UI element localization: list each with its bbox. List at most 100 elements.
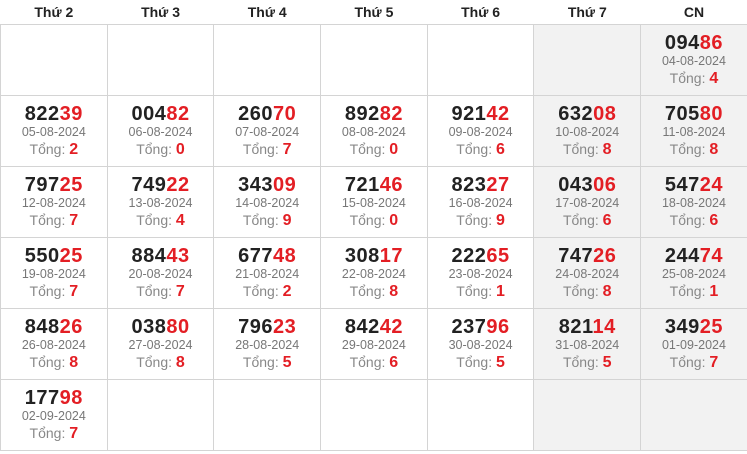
day-cell[interactable]: 03880 27-08-2024 Tổng: 8: [106, 308, 215, 380]
empty-day-cell: [213, 24, 322, 96]
day-cell[interactable]: 74922 13-08-2024 Tổng: 4: [106, 166, 215, 238]
digit-sum: Tổng: 8: [534, 140, 640, 159]
empty-day-cell: [106, 24, 215, 96]
digit-sum-label: Tổng:: [29, 354, 66, 370]
draw-date: 21-08-2024: [235, 267, 300, 281]
digit-sum-value: 7: [175, 283, 185, 300]
result-number-head: 038: [131, 316, 167, 338]
day-cell[interactable]: 04306 17-08-2024 Tổng: 6: [533, 166, 642, 238]
result-number-head: 884: [131, 245, 167, 267]
day-cell[interactable]: 09486 04-08-2024 Tổng: 4: [640, 24, 747, 96]
draw-date: 20-08-2024: [128, 267, 193, 281]
draw-date: 19-08-2024: [21, 267, 86, 281]
weekday-sat: Thứ 7: [533, 0, 641, 25]
day-cell[interactable]: 67748 21-08-2024 Tổng: 2: [213, 237, 322, 309]
day-cell[interactable]: 82239 05-08-2024 Tổng: 2: [0, 95, 108, 167]
draw-date: 18-08-2024: [661, 196, 726, 210]
digit-sum-value: 8: [602, 283, 612, 300]
result-number: 89282: [321, 103, 427, 125]
day-cell[interactable]: 74726 24-08-2024 Tổng: 8: [533, 237, 642, 309]
result-number-head: 892: [344, 103, 380, 125]
day-cell[interactable]: 84826 26-08-2024 Tổng: 8: [0, 308, 108, 380]
digit-sum: Tổng: 7: [108, 282, 214, 301]
result-number-head: 797: [24, 174, 60, 196]
result-number: 79623: [214, 316, 320, 338]
day-cell[interactable]: 34925 01-09-2024 Tổng: 7: [640, 308, 747, 380]
digit-sum: Tổng: 5: [534, 353, 640, 372]
result-number-tail: 42: [486, 103, 510, 125]
empty-day-cell: [0, 24, 108, 96]
digit-sum-label: Tổng:: [349, 283, 386, 299]
day-cell[interactable]: 22265 23-08-2024 Tổng: 1: [426, 237, 535, 309]
digit-sum-label: Tổng:: [242, 283, 279, 299]
result-number-head: 094: [664, 32, 700, 54]
result-number-head: 749: [131, 174, 167, 196]
day-cell[interactable]: 79725 12-08-2024 Tổng: 7: [0, 166, 108, 238]
digit-sum-value: 6: [602, 212, 612, 229]
digit-sum: Tổng: 5: [428, 353, 534, 372]
result-number-tail: 06: [593, 174, 617, 196]
result-number: 04306: [534, 174, 640, 196]
result-number: 74726: [534, 245, 640, 267]
day-cell[interactable]: 89282 08-08-2024 Tổng: 0: [320, 95, 428, 167]
day-cell[interactable]: 63208 10-08-2024 Tổng: 8: [533, 95, 642, 167]
digit-sum-label: Tổng:: [669, 354, 706, 370]
draw-date: 11-08-2024: [662, 125, 726, 139]
day-cell[interactable]: 00482 06-08-2024 Tổng: 0: [106, 95, 215, 167]
day-cell[interactable]: 79623 28-08-2024 Tổng: 5: [213, 308, 322, 380]
digit-sum: Tổng: 7: [1, 282, 107, 301]
draw-date: 23-08-2024: [448, 267, 513, 281]
digit-sum-value: 4: [709, 70, 719, 87]
result-number-head: 349: [664, 316, 700, 338]
day-cell[interactable]: 24474 25-08-2024 Tổng: 1: [640, 237, 747, 309]
day-cell[interactable]: 72146 15-08-2024 Tổng: 0: [320, 166, 428, 238]
digit-sum-value: 7: [69, 212, 79, 229]
weekday-fri: Thứ 6: [427, 0, 534, 25]
result-number-tail: 48: [273, 245, 297, 267]
digit-sum: Tổng: 2: [1, 140, 107, 159]
result-number-tail: 43: [166, 245, 190, 267]
result-number: 72146: [321, 174, 427, 196]
draw-date: 13-08-2024: [128, 196, 193, 210]
day-cell[interactable]: 92142 09-08-2024 Tổng: 6: [426, 95, 535, 167]
result-number: 23796: [428, 316, 534, 338]
result-number-head: 632: [558, 103, 594, 125]
result-number-head: 550: [24, 245, 60, 267]
result-number-tail: 09: [273, 174, 297, 196]
day-cell[interactable]: 30817 22-08-2024 Tổng: 8: [320, 237, 428, 309]
digit-sum: Tổng: 7: [1, 211, 107, 230]
day-cell[interactable]: 34309 14-08-2024 Tổng: 9: [213, 166, 322, 238]
weekday-mon: Thứ 2: [0, 0, 108, 25]
draw-date: 24-08-2024: [555, 267, 620, 281]
result-number-tail: 82: [379, 103, 403, 125]
digit-sum-label: Tổng:: [669, 283, 706, 299]
digit-sum: Tổng: 4: [641, 69, 747, 88]
result-number-head: 043: [558, 174, 594, 196]
day-cell[interactable]: 82114 31-08-2024 Tổng: 5: [533, 308, 642, 380]
day-cell[interactable]: 88443 20-08-2024 Tổng: 7: [106, 237, 215, 309]
result-number-tail: 74: [699, 245, 724, 267]
digit-sum-label: Tổng:: [29, 283, 66, 299]
result-number-head: 343: [238, 174, 274, 196]
weekday-tue: Thứ 3: [107, 0, 214, 25]
digit-sum: Tổng: 6: [321, 353, 427, 372]
day-cell[interactable]: 17798 02-09-2024 Tổng: 7: [0, 379, 108, 451]
day-cell[interactable]: 26070 07-08-2024 Tổng: 7: [213, 95, 322, 167]
digit-sum-label: Tổng:: [136, 141, 173, 157]
digit-sum-label: Tổng:: [136, 212, 173, 228]
day-cell[interactable]: 55025 19-08-2024 Tổng: 7: [0, 237, 108, 309]
result-number-head: 222: [451, 245, 487, 267]
digit-sum-value: 2: [282, 283, 292, 300]
result-number-tail: 14: [592, 316, 616, 338]
digit-sum-value: 6: [495, 141, 505, 158]
result-number-head: 822: [24, 103, 60, 125]
day-cell[interactable]: 54724 18-08-2024 Tổng: 6: [640, 166, 747, 238]
day-cell[interactable]: 70580 11-08-2024 Tổng: 8: [640, 95, 747, 167]
day-cell[interactable]: 84242 29-08-2024 Tổng: 6: [320, 308, 428, 380]
day-cell[interactable]: 82327 16-08-2024 Tổng: 9: [426, 166, 535, 238]
day-cell[interactable]: 23796 30-08-2024 Tổng: 5: [426, 308, 535, 380]
digit-sum: Tổng: 6: [428, 140, 534, 159]
draw-date: 05-08-2024: [21, 125, 86, 139]
weekday-thu: Thứ 5: [320, 0, 428, 25]
